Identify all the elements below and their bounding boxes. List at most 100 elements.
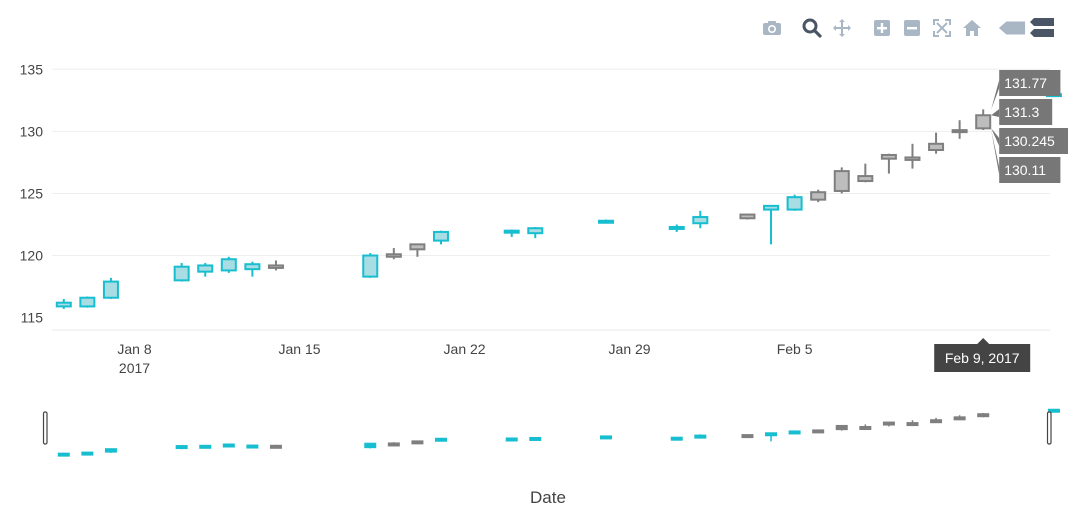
candle[interactable] (668, 224, 685, 232)
slider-candle (600, 435, 613, 440)
zoom-icon[interactable] (798, 16, 826, 40)
slider-candle-body (199, 444, 212, 449)
candle[interactable] (244, 261, 261, 277)
candle[interactable] (55, 298, 72, 309)
slider-candle (882, 421, 895, 427)
candle-body (763, 204, 780, 211)
slider-candle (694, 434, 707, 439)
compare-hover-icon[interactable] (1028, 16, 1056, 40)
candle[interactable] (786, 194, 803, 211)
modebar (758, 16, 1056, 40)
camera-icon[interactable] (758, 16, 786, 40)
slider-candle-body (600, 435, 613, 440)
candle-body (244, 263, 261, 271)
slider-candle (246, 444, 259, 449)
slider-candle-body (835, 424, 848, 431)
slider-candle (670, 436, 683, 441)
slider-candle (977, 412, 990, 418)
candle[interactable] (527, 226, 544, 239)
candle-body (503, 229, 520, 234)
hover-high-value: 131.77 (1004, 75, 1047, 91)
zoom-in-icon[interactable] (868, 16, 896, 40)
candle[interactable] (102, 277, 119, 299)
candle[interactable] (220, 256, 237, 273)
hover-date-label: Feb 9, 2017 (945, 350, 1020, 366)
slider-candle-body (434, 437, 447, 442)
candle[interactable] (432, 230, 449, 245)
candle[interactable] (197, 262, 214, 277)
hover-value-pointer (991, 130, 1000, 175)
candle[interactable] (904, 143, 921, 169)
y-axis-tick-labels: 115 120 125 130 135 (20, 61, 44, 325)
candle[interactable] (692, 210, 709, 229)
candle[interactable] (362, 253, 379, 278)
candle-body (904, 156, 921, 161)
hover-date-box (934, 344, 1031, 372)
candle[interactable] (79, 296, 96, 308)
candle[interactable] (267, 260, 284, 271)
slider-candle (175, 445, 188, 450)
autoscale-icon[interactable] (928, 16, 956, 40)
hover-value-box (999, 157, 1061, 183)
slider-candle (765, 432, 778, 442)
range-slider[interactable] (42, 401, 1068, 457)
slider-candle-body (953, 416, 966, 421)
slider-candle-body (1047, 408, 1060, 413)
candle[interactable] (857, 163, 874, 183)
hover-value-box (999, 70, 1061, 96)
hover-date-pointer (977, 338, 990, 344)
y-tick-label: 115 (21, 310, 44, 326)
candle[interactable] (975, 109, 992, 131)
slider-candle-body (222, 443, 235, 448)
candle[interactable] (739, 213, 756, 220)
slider-candle-body (670, 436, 683, 441)
candle[interactable] (833, 167, 850, 194)
slider-candle (812, 429, 825, 434)
candle[interactable] (951, 120, 968, 139)
slider-candle-body (364, 442, 377, 449)
slider-candle-body (387, 442, 400, 447)
candle-body (197, 264, 214, 273)
pan-icon[interactable] (828, 16, 856, 40)
reset-axes-icon[interactable] (958, 16, 986, 40)
candle[interactable] (173, 262, 190, 282)
candle[interactable] (763, 204, 780, 245)
candle[interactable] (409, 243, 426, 257)
x-tick-label: Jan 29 (609, 341, 651, 357)
x-tick-label: Jan 15 (279, 341, 321, 357)
candle-body (598, 219, 615, 224)
slider-candle-body (104, 448, 117, 453)
slider-candle-body (411, 440, 424, 445)
candle[interactable] (598, 219, 615, 224)
range-slider-right-handle[interactable] (1046, 411, 1052, 445)
candle-body (692, 216, 709, 225)
slider-candle-body (529, 436, 542, 441)
range-slider-left-handle[interactable] (42, 411, 48, 445)
candle[interactable] (503, 229, 520, 237)
slider-candle (1047, 408, 1060, 413)
candle-body (173, 265, 190, 282)
candle[interactable] (810, 189, 827, 203)
slider-candle (222, 443, 235, 448)
zoom-out-icon[interactable] (898, 16, 926, 40)
slider-candle-body (694, 434, 707, 439)
slider-candle (364, 442, 377, 449)
candle[interactable] (385, 248, 402, 260)
candle[interactable] (928, 132, 945, 154)
slider-candle-body (859, 425, 872, 430)
y-gridlines (52, 68, 1050, 257)
spike-lines-icon[interactable] (998, 16, 1026, 40)
slider-candle (529, 436, 542, 441)
x-tick-label: Jan 8 (117, 341, 151, 357)
slider-candle-body (57, 452, 70, 457)
candle-series[interactable] (55, 51, 1068, 309)
candle-body (975, 114, 992, 130)
candle-body (739, 213, 756, 220)
slider-candle (930, 417, 943, 424)
candle-body (810, 191, 827, 201)
y-tick-label: 125 (20, 185, 44, 201)
hover-open-value: 131.3 (1004, 104, 1039, 120)
candle[interactable] (880, 153, 897, 174)
slider-candle (57, 452, 70, 457)
